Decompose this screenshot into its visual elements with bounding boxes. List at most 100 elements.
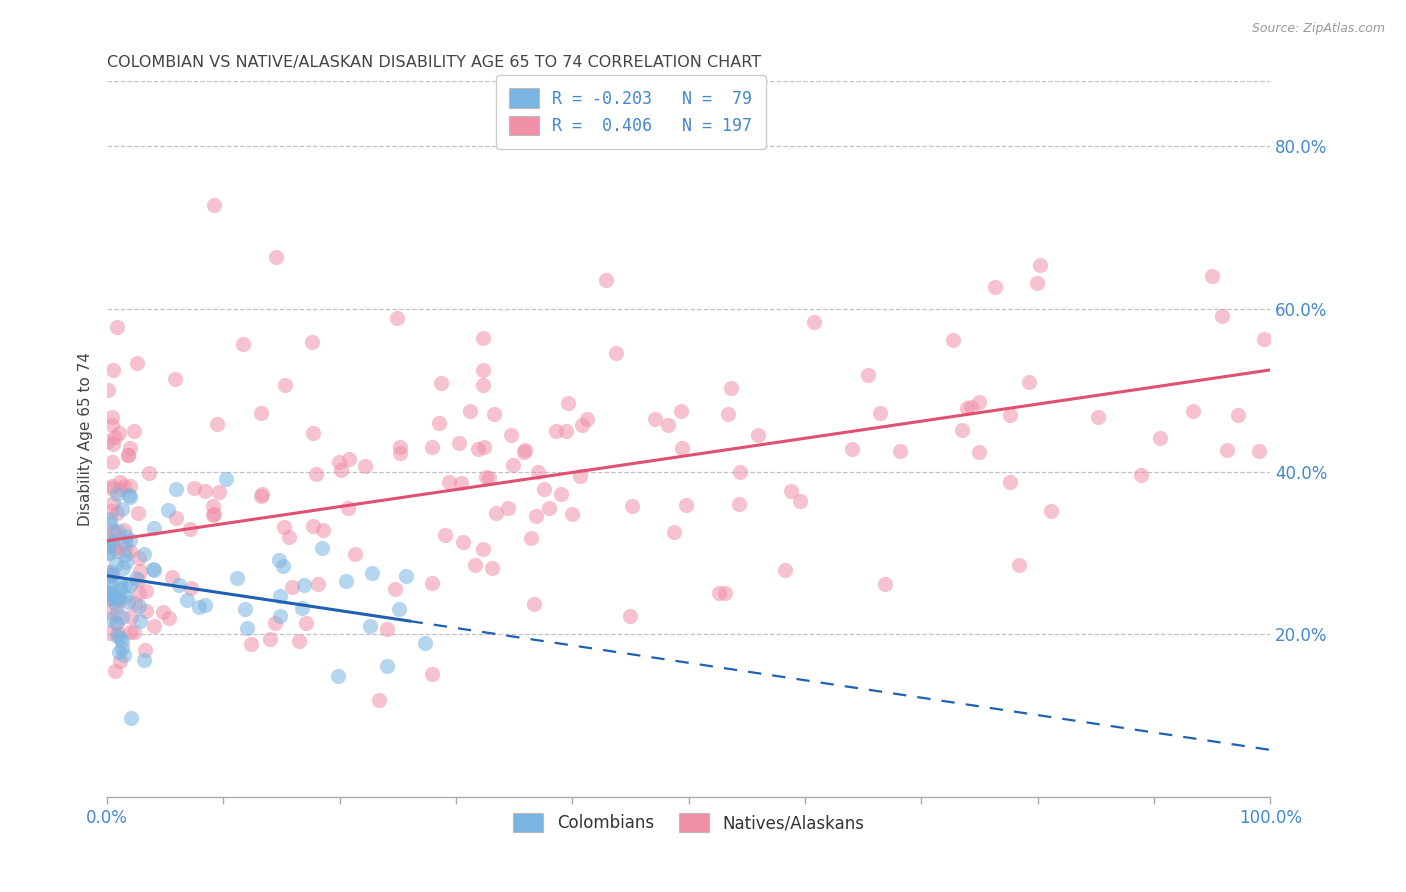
Point <box>202 499 225 513</box>
Point <box>571 417 593 432</box>
Point <box>120 441 142 455</box>
Point <box>111 634 134 648</box>
Point <box>114 589 136 603</box>
Point <box>453 534 475 549</box>
Point <box>388 601 411 615</box>
Point <box>472 363 495 377</box>
Point <box>114 534 136 549</box>
Point <box>420 575 443 590</box>
Point <box>1216 443 1239 458</box>
Point <box>193 598 215 612</box>
Point <box>118 578 141 592</box>
Point <box>472 378 495 392</box>
Point <box>165 511 187 525</box>
Point <box>307 577 329 591</box>
Point <box>502 458 524 473</box>
Point <box>1025 276 1047 290</box>
Point <box>128 550 150 565</box>
Point <box>105 629 128 643</box>
Point <box>434 528 457 542</box>
Point <box>208 484 231 499</box>
Point <box>108 425 131 440</box>
Point <box>202 198 225 212</box>
Point <box>869 406 891 420</box>
Point <box>97 383 120 397</box>
Point <box>104 557 127 571</box>
Point <box>101 436 124 450</box>
Point <box>328 669 350 683</box>
Point <box>388 440 411 454</box>
Point <box>942 334 965 348</box>
Point <box>194 484 217 499</box>
Point <box>100 577 122 591</box>
Point <box>960 400 983 414</box>
Point <box>117 595 139 609</box>
Point <box>557 396 579 410</box>
Point <box>98 512 121 526</box>
Point <box>110 631 132 645</box>
Point <box>420 440 443 454</box>
Point <box>273 520 295 534</box>
Point <box>135 584 157 599</box>
Point <box>343 547 366 561</box>
Point <box>101 587 124 601</box>
Point <box>841 442 863 457</box>
Point <box>789 494 811 508</box>
Point <box>97 590 120 604</box>
Point <box>104 615 127 630</box>
Point <box>269 608 291 623</box>
Point <box>484 408 506 422</box>
Point <box>101 568 124 582</box>
Point <box>1227 409 1250 423</box>
Point <box>467 442 489 456</box>
Point <box>101 566 124 580</box>
Point <box>101 535 124 549</box>
Point <box>128 599 150 613</box>
Point <box>337 500 360 515</box>
Point <box>112 648 135 662</box>
Point <box>157 611 180 625</box>
Point <box>98 625 121 640</box>
Point <box>595 273 617 287</box>
Point <box>523 598 546 612</box>
Point <box>430 376 453 390</box>
Point <box>105 487 128 501</box>
Point <box>97 539 120 553</box>
Point <box>97 434 120 448</box>
Point <box>375 622 398 636</box>
Point <box>97 533 120 547</box>
Point <box>114 479 136 493</box>
Point <box>288 634 311 648</box>
Point <box>1008 558 1031 573</box>
Point <box>1247 443 1270 458</box>
Point <box>267 553 290 567</box>
Point <box>118 479 141 493</box>
Point <box>533 483 555 497</box>
Point <box>1018 376 1040 390</box>
Point <box>111 561 134 575</box>
Point <box>152 605 174 619</box>
Point <box>1039 504 1062 518</box>
Point <box>120 711 142 725</box>
Point <box>101 454 124 468</box>
Point <box>281 580 304 594</box>
Point <box>1201 268 1223 283</box>
Point <box>464 558 486 572</box>
Legend: Colombians, Natives/Alaskans: Colombians, Natives/Alaskans <box>506 806 870 838</box>
Point <box>160 570 183 584</box>
Point <box>292 578 315 592</box>
Point <box>98 605 121 619</box>
Point <box>97 546 120 560</box>
Point <box>233 601 256 615</box>
Point <box>105 319 128 334</box>
Point <box>384 582 406 597</box>
Point <box>619 609 641 624</box>
Point <box>98 591 121 605</box>
Point <box>575 412 598 426</box>
Point <box>294 615 316 630</box>
Point <box>561 508 583 522</box>
Point <box>717 407 740 421</box>
Point <box>644 412 666 426</box>
Point <box>554 424 576 438</box>
Point <box>259 632 281 646</box>
